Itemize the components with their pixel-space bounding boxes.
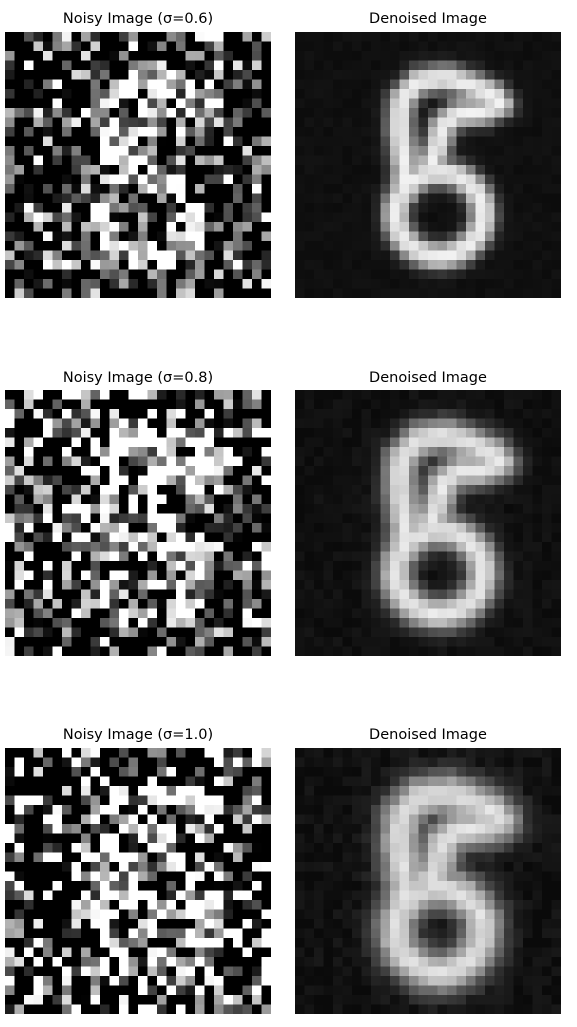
denoised-image-title-3: Denoised Image — [369, 727, 487, 743]
noisy-image-title-2: Noisy Image (σ=0.8) — [62, 370, 214, 386]
noisy-image-1 — [5, 32, 271, 298]
noisy-image-3 — [5, 748, 271, 1014]
denoised-image-1 — [295, 32, 561, 298]
noisy-image-title-1: Noisy Image (σ=0.6) — [62, 11, 214, 27]
noisy-image-title-3: Noisy Image (σ=1.0) — [62, 727, 214, 743]
denoised-image-title-1: Denoised Image — [369, 11, 487, 27]
denoised-image-2 — [295, 390, 561, 656]
noisy-image-2 — [5, 390, 271, 656]
denoised-image-title-2: Denoised Image — [369, 370, 487, 386]
denoised-image-3 — [295, 748, 561, 1014]
